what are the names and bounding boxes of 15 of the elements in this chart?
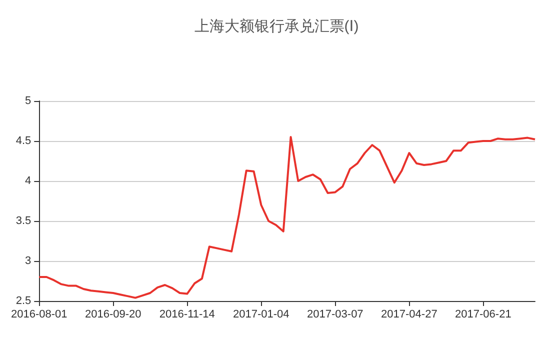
y-tick-label: 5 xyxy=(25,95,32,107)
y-tick-label: 3.5 xyxy=(16,215,32,227)
x-tick-label: 2016-11-14 xyxy=(159,308,215,320)
line-series xyxy=(38,136,536,299)
x-tick-label: 2017-04-27 xyxy=(381,308,438,320)
x-tick-label: 2016-09-20 xyxy=(85,308,142,320)
y-tick-label: 2.5 xyxy=(16,295,32,307)
x-tick-label: 2016-08-01 xyxy=(10,308,68,320)
x-tick-label: 2017-06-21 xyxy=(455,308,512,320)
y-tick-label: 4 xyxy=(25,175,32,187)
y-tick-label: 3 xyxy=(25,255,32,267)
x-tick-label: 2017-01-04 xyxy=(233,308,290,320)
chart-title: 上海大额银行承兑汇票(Ⅰ) xyxy=(194,18,359,35)
x-tick-label: 2017-03-07 xyxy=(307,308,364,320)
y-tick-label: 4.5 xyxy=(16,135,32,147)
